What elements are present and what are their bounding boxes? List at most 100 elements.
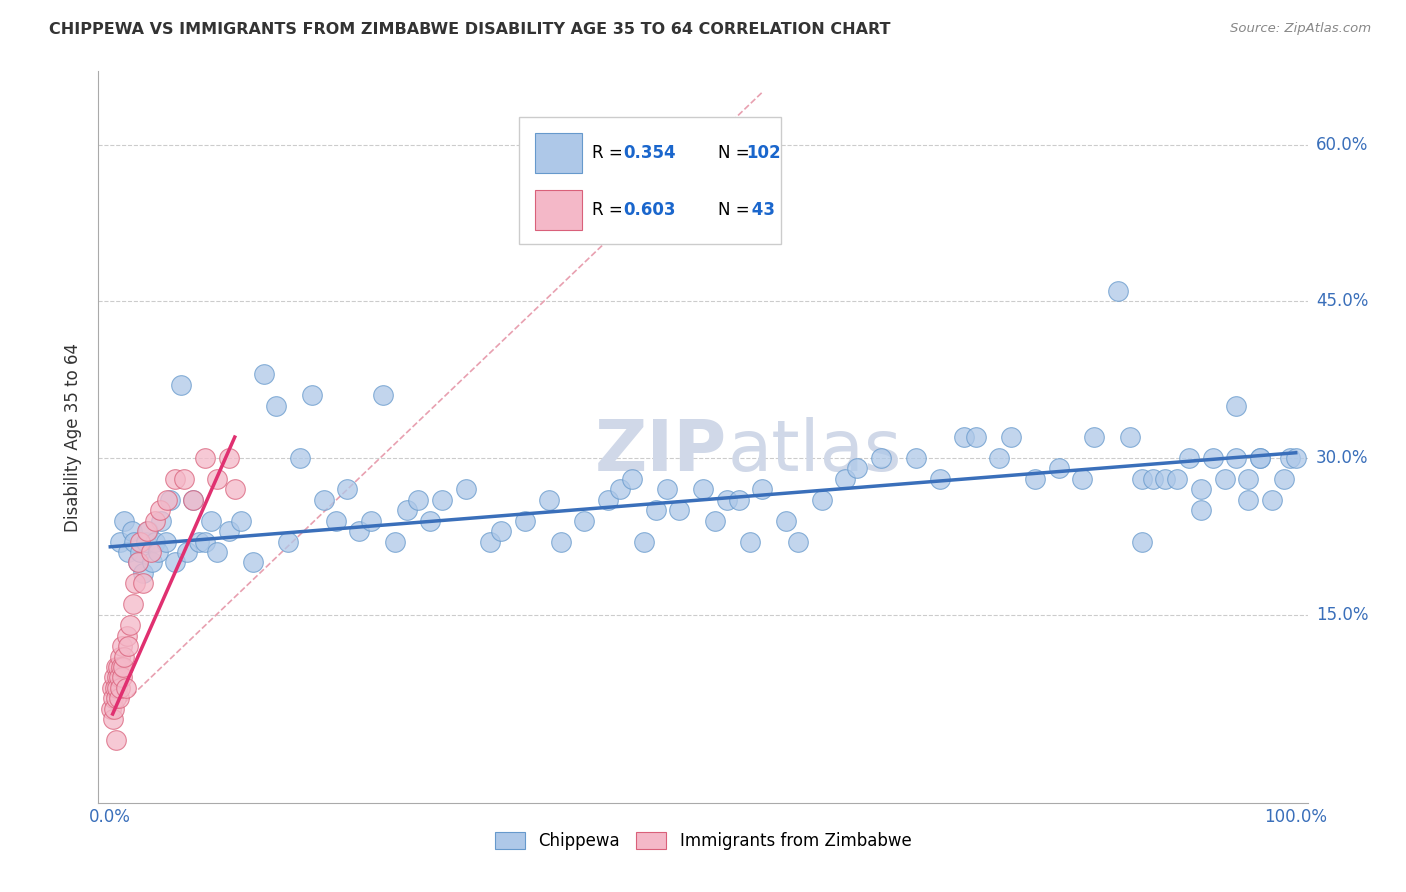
Point (834, 472, 856, 486)
Point (1189, 483, 1212, 497)
Point (121, 597, 143, 611)
Point (716, 492, 738, 507)
Point (104, 681, 127, 695)
Point (1249, 450, 1271, 465)
Point (110, 670, 132, 684)
Point (1272, 472, 1295, 486)
Point (751, 483, 773, 497)
Point (121, 524, 143, 538)
Point (1285, 450, 1308, 465)
Point (620, 472, 643, 486)
Point (224, 483, 246, 497)
Text: 30.0%: 30.0% (1316, 449, 1368, 467)
Point (114, 514, 136, 528)
Point (550, 534, 572, 549)
Point (727, 492, 749, 507)
Point (408, 492, 430, 507)
Text: R =: R = (592, 201, 628, 219)
Point (609, 483, 631, 497)
Point (104, 660, 127, 674)
Point (114, 681, 136, 695)
Point (124, 576, 146, 591)
Point (127, 556, 149, 570)
Point (1071, 472, 1094, 486)
Point (668, 503, 690, 517)
Point (132, 566, 155, 580)
Text: 60.0%: 60.0% (1316, 136, 1368, 153)
Point (112, 660, 135, 674)
Point (181, 492, 204, 507)
Point (120, 618, 142, 632)
Point (205, 545, 228, 559)
Point (155, 534, 177, 549)
Point (360, 514, 382, 528)
Point (432, 492, 454, 507)
Point (1119, 430, 1142, 444)
Point (101, 681, 124, 695)
Point (1047, 461, 1070, 475)
Point (127, 556, 149, 570)
Point (218, 524, 240, 538)
Point (115, 629, 138, 643)
Point (200, 514, 222, 528)
Point (159, 492, 181, 507)
Point (869, 450, 891, 465)
Text: CHIPPEWA VS IMMIGRANTS FROM ZIMBABWE DISABILITY AGE 35 TO 64 CORRELATION CHART: CHIPPEWA VS IMMIGRANTS FROM ZIMBABWE DIS… (49, 22, 891, 37)
Point (114, 649, 136, 664)
Point (692, 483, 714, 497)
Point (1166, 472, 1188, 486)
Point (107, 660, 129, 674)
Text: N =: N = (717, 201, 755, 219)
Text: 15.0%: 15.0% (1316, 606, 1368, 624)
Point (111, 639, 134, 653)
Point (122, 534, 145, 549)
Point (181, 492, 204, 507)
Point (336, 483, 359, 497)
Point (194, 450, 217, 465)
Point (1225, 399, 1247, 413)
Point (1225, 450, 1247, 465)
Point (1213, 472, 1236, 486)
Point (165, 472, 187, 486)
Point (107, 691, 129, 706)
Point (143, 534, 166, 549)
Point (1261, 492, 1284, 507)
Point (1278, 450, 1301, 465)
Point (136, 524, 159, 538)
Point (644, 503, 666, 517)
Point (108, 534, 131, 549)
Point (264, 399, 287, 413)
Point (1130, 472, 1153, 486)
Point (108, 649, 131, 664)
Point (176, 545, 198, 559)
Point (288, 450, 311, 465)
Point (988, 450, 1011, 465)
Point (103, 702, 125, 716)
Point (170, 377, 193, 392)
Point (419, 514, 441, 528)
Point (156, 492, 179, 507)
Point (253, 368, 276, 382)
Point (139, 545, 162, 559)
Point (143, 514, 166, 528)
Point (103, 691, 125, 706)
Point (105, 681, 128, 695)
Point (100, 702, 122, 716)
Point (136, 524, 159, 538)
Text: 45.0%: 45.0% (1316, 293, 1368, 310)
Point (952, 430, 974, 444)
Point (301, 388, 323, 402)
Point (846, 461, 869, 475)
Point (703, 514, 725, 528)
Point (149, 503, 172, 517)
Point (103, 670, 125, 684)
Point (1178, 450, 1201, 465)
Point (454, 483, 477, 497)
Point (117, 545, 139, 559)
Point (205, 472, 228, 486)
Point (173, 472, 195, 486)
Point (194, 534, 217, 549)
Point (633, 534, 655, 549)
Point (229, 514, 252, 528)
Point (277, 534, 299, 549)
